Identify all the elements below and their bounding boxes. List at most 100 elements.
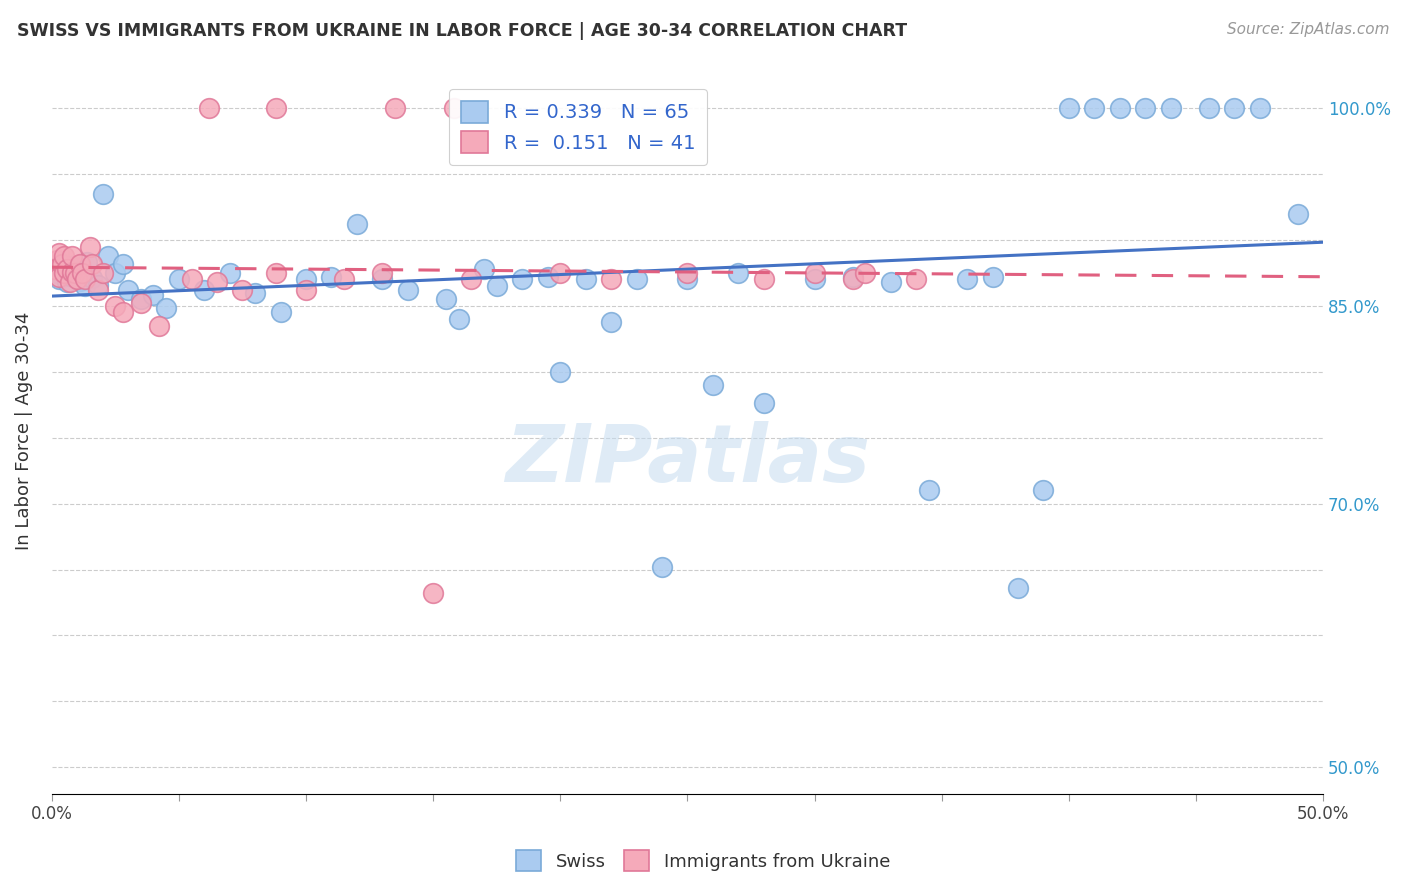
Point [803,266,825,280]
Point [76,255,98,269]
Point [702,378,724,392]
Point [53,266,76,280]
Point [48,246,70,260]
Point [91,266,114,280]
Point [803,272,825,286]
Point [63,266,86,280]
Point [51,261,73,276]
Point [79,239,101,253]
Point [981,269,1004,284]
Point [58,275,80,289]
Point [231,283,253,297]
Text: ZIPatlas: ZIPatlas [505,421,870,500]
Point [270,305,292,319]
Point [104,266,127,280]
Point [295,283,318,297]
Point [396,283,419,297]
Point [72,263,94,277]
Point [651,560,673,574]
Point [841,272,863,286]
Point [485,279,508,293]
Point [1160,101,1182,115]
Point [1083,101,1105,115]
Point [180,272,202,286]
Point [53,257,76,271]
Point [727,266,749,280]
Point [148,318,170,333]
Point [129,296,152,310]
Y-axis label: In Labor Force | Age 30-34: In Labor Force | Age 30-34 [15,312,32,550]
Point [752,272,775,286]
Point [48,269,70,284]
Point [129,292,152,306]
Text: Source: ZipAtlas.com: Source: ZipAtlas.com [1226,22,1389,37]
Point [422,586,444,600]
Point [575,272,598,286]
Point [193,283,215,297]
Point [1057,101,1080,115]
Point [626,272,648,286]
Point [86,283,108,297]
Point [600,272,623,286]
Point [155,301,177,316]
Point [51,257,73,271]
Point [45,252,67,267]
Legend: R = 0.339   N = 65, R =  0.151   N = 41: R = 0.339 N = 65, R = 0.151 N = 41 [450,89,707,165]
Point [205,275,228,289]
Point [956,272,979,286]
Point [264,266,287,280]
Point [72,266,94,280]
Point [676,266,699,280]
Point [550,266,572,280]
Point [855,266,877,280]
Point [841,269,863,284]
Point [295,272,318,286]
Point [443,101,465,115]
Point [73,279,96,293]
Point [600,315,623,329]
Point [1133,101,1156,115]
Text: SWISS VS IMMIGRANTS FROM UKRAINE IN LABOR FORCE | AGE 30-34 CORRELATION CHART: SWISS VS IMMIGRANTS FROM UKRAINE IN LABO… [17,22,907,40]
Point [321,269,343,284]
Point [117,283,139,297]
Point [676,272,699,286]
Point [1286,206,1309,220]
Point [434,292,457,306]
Point [69,274,91,288]
Point [58,268,80,283]
Point [243,285,266,300]
Point [60,264,83,278]
Point [880,275,903,289]
Point [1007,581,1029,595]
Point [73,272,96,286]
Point [472,261,495,276]
Point [111,257,134,271]
Point [384,101,406,115]
Point [104,299,127,313]
Point [97,249,120,263]
Legend: Swiss, Immigrants from Ukraine: Swiss, Immigrants from Ukraine [509,843,897,879]
Point [63,264,86,278]
Point [918,483,941,498]
Point [371,266,394,280]
Point [45,266,67,280]
Point [86,277,108,292]
Point [346,217,368,231]
Point [1108,101,1130,115]
Point [60,249,83,263]
Point [536,269,558,284]
Point [218,266,240,280]
Point [66,272,89,286]
Point [82,271,104,285]
Point [56,275,79,289]
Point [82,257,104,271]
Point [1198,101,1220,115]
Point [264,101,287,115]
Point [56,261,79,276]
Point [905,272,928,286]
Point [1249,101,1271,115]
Point [447,312,470,326]
Point [142,288,165,302]
Point [333,272,356,286]
Point [167,272,190,286]
